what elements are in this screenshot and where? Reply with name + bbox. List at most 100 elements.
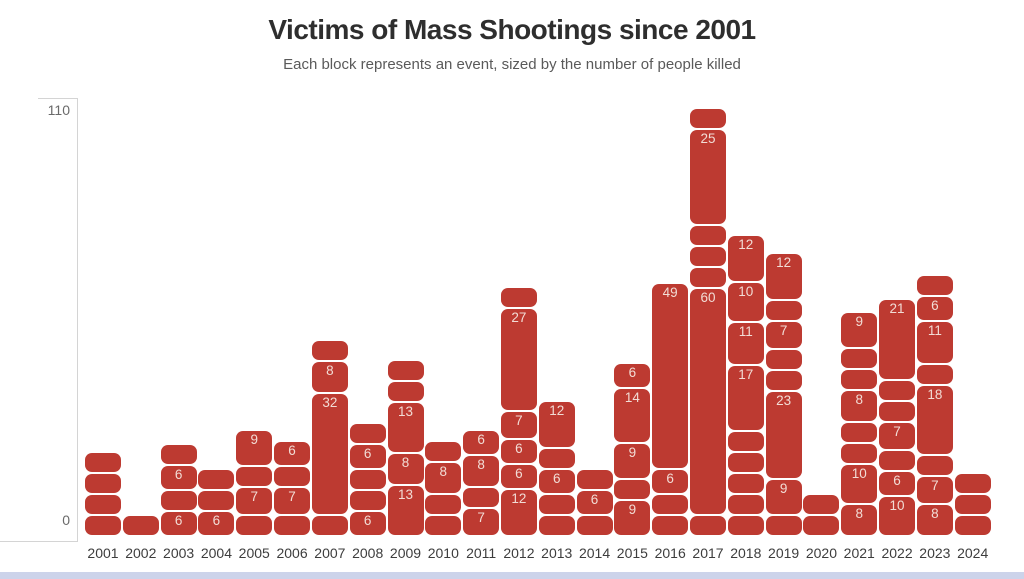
event-block: 12 xyxy=(538,402,575,447)
event-block-label: 10 xyxy=(738,284,754,299)
event-block: 10 xyxy=(727,283,764,321)
event-block xyxy=(387,382,424,401)
event-block: 7 xyxy=(879,423,916,449)
event-block-label: 7 xyxy=(250,489,258,504)
event-block xyxy=(841,444,878,463)
event-block: 13 xyxy=(387,403,424,452)
event-block xyxy=(349,491,386,510)
year-column-2004: 6 xyxy=(198,470,235,535)
event-block-label: 6 xyxy=(477,432,485,447)
event-block: 8 xyxy=(425,463,462,493)
event-block xyxy=(765,350,802,369)
event-block: 6 xyxy=(879,472,916,495)
year-label-2020: 2020 xyxy=(805,545,838,561)
event-block xyxy=(425,495,462,514)
event-block-label: 8 xyxy=(931,506,939,521)
event-block-label: 6 xyxy=(552,471,561,486)
year-label-2023: 2023 xyxy=(919,545,951,561)
event-block xyxy=(916,276,953,295)
event-block-label: 8 xyxy=(326,363,334,378)
event-block: 12 xyxy=(500,490,537,535)
event-block-label: 6 xyxy=(628,365,637,380)
event-block-label: 14 xyxy=(624,390,640,405)
event-block xyxy=(349,470,386,489)
event-block-label: 9 xyxy=(855,314,863,329)
event-block: 9 xyxy=(614,444,651,478)
year-label-2007: 2007 xyxy=(314,545,346,561)
event-block xyxy=(916,365,953,384)
event-block: 6 xyxy=(463,431,500,454)
event-block: 6 xyxy=(500,465,537,488)
event-block-label: 6 xyxy=(515,441,523,456)
event-block: 6 xyxy=(349,445,386,468)
event-block: 9 xyxy=(765,480,802,514)
year-column-2019: 9 23 7 12 xyxy=(765,254,802,535)
event-block-label: 10 xyxy=(851,466,867,481)
event-block xyxy=(85,474,121,493)
event-block xyxy=(122,516,159,535)
event-block: 8 xyxy=(916,505,953,535)
event-block-label: 12 xyxy=(511,491,527,506)
year-label-2012: 2012 xyxy=(503,545,535,561)
event-block xyxy=(500,288,537,307)
event-block-label: 7 xyxy=(288,489,296,504)
year-column-2022: 10 6 7 21 xyxy=(879,300,916,535)
year-label-2022: 2022 xyxy=(881,545,913,561)
event-block: 7 xyxy=(765,322,802,348)
event-block: 6 xyxy=(652,470,689,493)
event-block: 7 xyxy=(463,509,500,535)
event-block-label: 6 xyxy=(288,443,296,458)
event-block: 60 xyxy=(690,289,726,514)
event-block-label: 6 xyxy=(515,466,523,481)
event-block xyxy=(690,226,726,245)
event-block xyxy=(463,488,500,507)
event-block-label: 11 xyxy=(738,324,753,339)
event-block-label: 8 xyxy=(477,457,485,472)
event-block xyxy=(311,341,348,360)
event-block: 6 xyxy=(160,512,197,535)
event-block xyxy=(954,495,991,514)
event-block: 6 xyxy=(500,440,537,463)
year-column-2001 xyxy=(85,453,121,535)
event-block: 6 xyxy=(614,364,651,387)
event-block: 27 xyxy=(500,309,537,410)
event-block: 6 xyxy=(576,491,613,514)
event-block-label: 21 xyxy=(889,301,905,316)
event-block: 11 xyxy=(727,323,764,364)
event-block-label: 6 xyxy=(590,492,599,507)
year-column-2009: 13 8 13 xyxy=(387,361,424,535)
event-block-label: 12 xyxy=(738,237,754,252)
year-column-2012: 12 6 6 7 27 xyxy=(500,288,537,535)
year-label-2013: 2013 xyxy=(541,545,573,561)
event-block xyxy=(727,453,764,472)
event-block: 9 xyxy=(841,313,878,347)
year-label-2004: 2004 xyxy=(200,545,233,561)
y-axis-line xyxy=(77,98,78,541)
event-block xyxy=(727,432,764,451)
event-block xyxy=(727,495,764,514)
plot-area: 6 6 6 7 9 7 6 32 8 6 6 13 8 13 8 7 8 6 12 6 6 7 27 6 12 6 9 9 14 6 6 49… xyxy=(85,96,991,535)
event-block: 12 xyxy=(727,236,764,281)
event-block xyxy=(576,470,613,489)
event-block: 6 xyxy=(198,512,235,535)
year-column-2014: 6 xyxy=(576,470,613,535)
bottom-strip xyxy=(0,572,1024,579)
event-block-label: 12 xyxy=(776,255,792,270)
event-block-label: 17 xyxy=(738,367,754,382)
event-block: 8 xyxy=(387,454,424,484)
event-block xyxy=(576,516,613,535)
event-block xyxy=(538,495,575,514)
event-block xyxy=(803,495,840,514)
event-block: 10 xyxy=(841,465,878,503)
year-label-2010: 2010 xyxy=(427,545,459,561)
event-block-label: 8 xyxy=(855,506,863,521)
year-label-2019: 2019 xyxy=(768,545,800,561)
event-block xyxy=(160,445,197,464)
year-label-2001: 2001 xyxy=(87,545,119,561)
event-block: 8 xyxy=(463,456,500,486)
event-block xyxy=(954,516,991,535)
event-block-label: 6 xyxy=(666,471,674,486)
year-label-2014: 2014 xyxy=(578,545,611,561)
event-block xyxy=(879,381,916,400)
